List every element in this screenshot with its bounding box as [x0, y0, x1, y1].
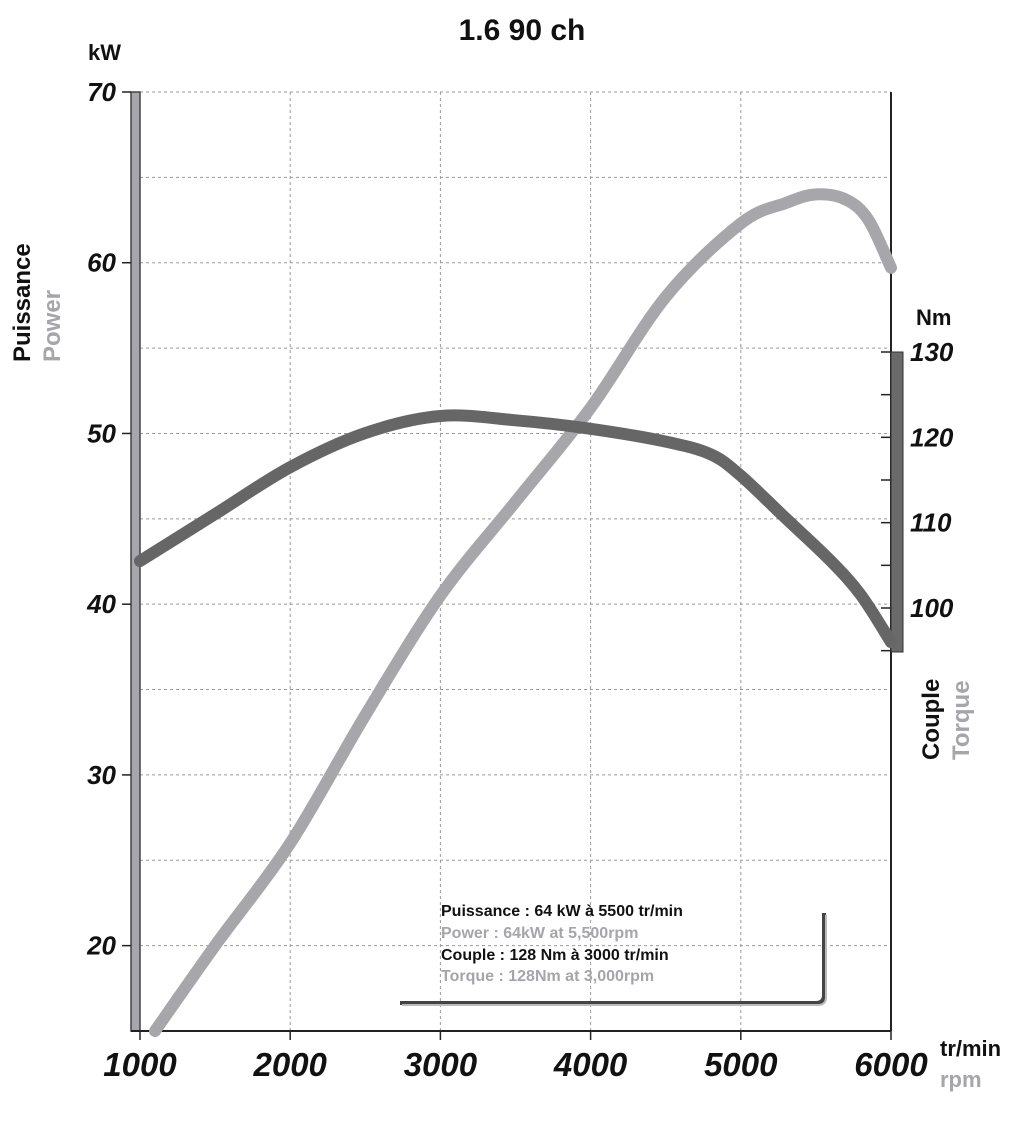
left-axis-label: Puissance	[9, 243, 36, 362]
right-tick-label: 100	[910, 593, 954, 623]
x-tick-label: 3000	[404, 1046, 478, 1083]
right-tick-label: 110	[910, 508, 952, 538]
left-tick-label: 20	[86, 931, 116, 961]
x-axis-unit: tr/min	[940, 1036, 1001, 1061]
x-axis-unit-en: rpm	[940, 1067, 982, 1092]
left-tick-label: 70	[87, 77, 116, 107]
legend-torque-en: Torque : 128Nm at 3,000rpm	[441, 968, 654, 985]
x-axis-ticks: 1000 2000 3000 4000 5000 6000	[103, 1031, 928, 1083]
x-tick-label: 5000	[704, 1046, 778, 1083]
x-tick-label: 6000	[854, 1046, 928, 1083]
series-group	[134, 188, 897, 1037]
left-axis-unit: kW	[88, 40, 121, 65]
right-axis-ticks: 100 110 120 130	[881, 337, 954, 652]
x-tick-label: 4000	[553, 1046, 628, 1083]
left-axis-ticks: 20 30 40 50 60 70	[86, 77, 131, 961]
left-tick-label: 60	[87, 248, 116, 278]
right-axis-label: Couple	[918, 679, 945, 760]
left-tick-label: 50	[87, 418, 116, 448]
right-tick-label: 130	[910, 337, 954, 367]
legend-torque-fr: Couple : 128 Nm à 3000 tr/min	[441, 947, 669, 964]
x-tick-label: 2000	[252, 1046, 327, 1083]
right-axis-bar	[890, 351, 904, 653]
right-axis-unit: Nm	[916, 305, 951, 330]
x-tick-label: 1000	[103, 1046, 177, 1083]
left-tick-label: 40	[86, 589, 116, 619]
legend-power-en: Power : 64kW at 5,500rpm	[441, 925, 638, 942]
left-tick-label: 30	[87, 760, 116, 790]
legend-power-fr: Puissance : 64 kW à 5500 tr/min	[441, 903, 683, 920]
series-line-torque	[134, 409, 897, 649]
left-axis-label-en: Power	[39, 290, 66, 362]
right-tick-label: 120	[910, 422, 954, 452]
right-axis-label-en: Torque	[948, 680, 975, 760]
chart-title: 1.6 90 ch	[459, 14, 586, 47]
legend-box: Puissance : 64 kW à 5500 tr/min Power : …	[400, 903, 827, 1006]
